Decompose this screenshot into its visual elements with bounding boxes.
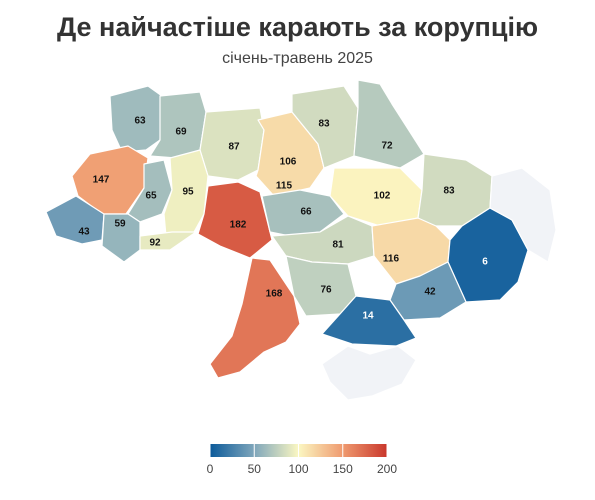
region-value-label: 168 (266, 289, 283, 300)
region-value-label: 42 (424, 287, 436, 298)
region-value-label: 83 (443, 186, 455, 197)
region-value-label: 115 (276, 181, 293, 192)
region-волинська: Волинська (109, 85, 163, 153)
region-value-label: 43 (78, 227, 90, 238)
map-subtitle: січень-травень 2025 (222, 50, 373, 67)
region-value-label: 102 (374, 191, 391, 202)
region-value-label: 81 (332, 240, 344, 251)
region-вінницька: Вінницька (197, 181, 273, 259)
region-value-label: 83 (318, 119, 330, 130)
region-value-label: 6 (482, 257, 488, 268)
region-value-label: 14 (362, 311, 374, 322)
region-value-label: 147 (93, 175, 110, 186)
region-value-label: 69 (175, 127, 187, 138)
region-луганська: Луганська (489, 167, 557, 263)
region-value-label: 65 (145, 191, 157, 202)
regions-layer: ВолинськаРівненськаЖитомирськаКиївКиївсь… (45, 79, 557, 401)
region-value-label: 72 (381, 141, 393, 152)
region-value-label: 87 (228, 142, 240, 153)
region-сумська: Сумська (353, 79, 425, 169)
map-title: Де найчастіше карають за корупцію (56, 12, 539, 42)
region-чернігівська: Чернігівська (291, 85, 359, 169)
region-value-label: 66 (300, 207, 312, 218)
region-ар-крим: АР Крим (321, 345, 417, 401)
region-value-label: 95 (182, 187, 194, 198)
region-value-label: 76 (320, 285, 332, 296)
region-value-label: 59 (114, 219, 126, 230)
region-value-label: 116 (383, 254, 400, 265)
region-одеська: Одеська (209, 257, 301, 379)
labels-layer: 63 69 87 106 115 83 72 102 83 147 65 95 182 66 43 59 92 8… (78, 116, 488, 322)
region-чернівецька: Чернівецька (139, 231, 197, 251)
region-value-label: 182 (230, 220, 247, 231)
region-value-label: 106 (280, 157, 297, 168)
region-черкаська: Черкаська (261, 189, 345, 237)
region-value-label: 92 (149, 238, 161, 249)
region-value-label: 63 (134, 116, 146, 127)
region-тернопільська: Тернопільська (127, 159, 173, 223)
region-херсонська: Херсонська (321, 295, 417, 347)
